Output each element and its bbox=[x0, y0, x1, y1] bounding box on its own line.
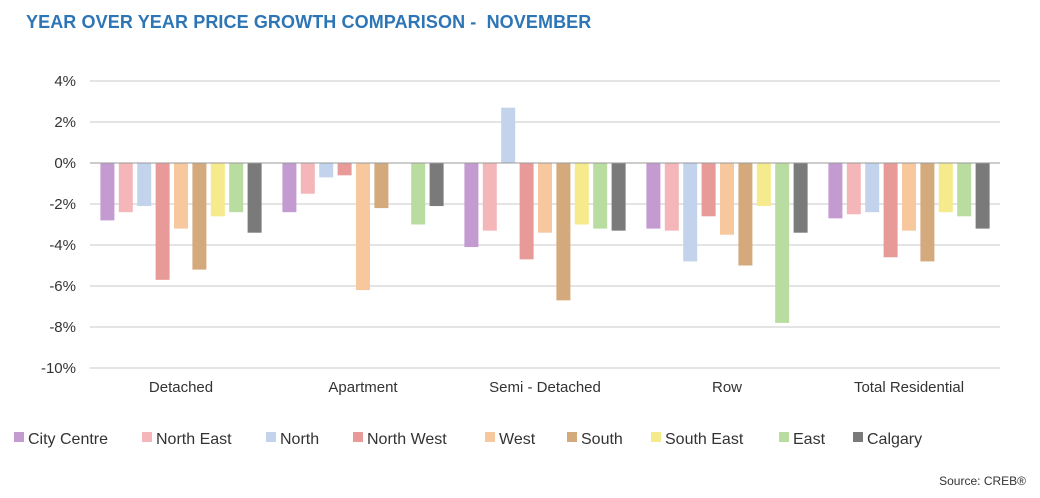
bar bbox=[282, 163, 297, 213]
bar bbox=[975, 163, 990, 229]
bar bbox=[501, 107, 516, 163]
bar bbox=[100, 163, 115, 221]
bar bbox=[556, 163, 571, 301]
bar bbox=[775, 163, 790, 323]
bar bbox=[938, 163, 953, 213]
bar bbox=[337, 163, 352, 176]
bar bbox=[429, 163, 444, 207]
bar bbox=[756, 163, 771, 207]
bar bbox=[192, 163, 207, 270]
y-tick-label: -8% bbox=[49, 319, 76, 336]
legend-label: Calgary bbox=[867, 431, 922, 448]
bar bbox=[793, 163, 808, 233]
bar bbox=[374, 163, 389, 209]
legend-label: West bbox=[499, 431, 536, 448]
bar bbox=[356, 163, 370, 291]
bar bbox=[574, 163, 589, 225]
y-axis-ticks: 4% 2% 0% -2% -4% -6% -8% -10% bbox=[41, 73, 76, 377]
bar bbox=[683, 163, 698, 262]
bar bbox=[229, 163, 244, 213]
legend-label: North bbox=[280, 431, 319, 448]
bar bbox=[538, 163, 552, 233]
bar bbox=[701, 163, 716, 217]
legend-swatch bbox=[567, 432, 577, 442]
bar bbox=[902, 163, 916, 231]
category-label: Row bbox=[712, 379, 742, 396]
y-tick-label: -10% bbox=[41, 360, 76, 377]
bar bbox=[174, 163, 188, 229]
source-note: Source: CREB® bbox=[939, 474, 1026, 488]
legend-swatch bbox=[266, 432, 276, 442]
legend-label: North East bbox=[156, 431, 232, 448]
bar bbox=[738, 163, 753, 266]
legend-swatch bbox=[14, 432, 24, 442]
legend-swatch bbox=[779, 432, 789, 442]
bar bbox=[118, 163, 133, 213]
y-tick-label: -4% bbox=[49, 237, 76, 254]
bar bbox=[210, 163, 225, 217]
legend-swatch bbox=[142, 432, 152, 442]
bar bbox=[720, 163, 734, 235]
legend-swatch bbox=[651, 432, 661, 442]
bar bbox=[664, 163, 679, 231]
bar bbox=[846, 163, 861, 215]
y-tick-label: 2% bbox=[54, 114, 76, 131]
bar bbox=[411, 163, 426, 225]
legend-swatch bbox=[353, 432, 363, 442]
legend-swatch bbox=[485, 432, 495, 442]
y-tick-label: 0% bbox=[54, 155, 76, 172]
bar bbox=[247, 163, 262, 233]
chart-title: YEAR OVER YEAR PRICE GROWTH COMPARISON -… bbox=[26, 12, 592, 32]
bar bbox=[646, 163, 661, 229]
bar bbox=[482, 163, 497, 231]
bar bbox=[920, 163, 935, 262]
y-tick-label: -2% bbox=[49, 196, 76, 213]
legend: City Centre North East North North West West… bbox=[14, 431, 922, 448]
y-tick-label: 4% bbox=[54, 73, 76, 90]
bars bbox=[100, 107, 990, 323]
bar bbox=[828, 163, 843, 219]
bar bbox=[137, 163, 152, 207]
y-tick-label: -6% bbox=[49, 278, 76, 295]
legend-label: East bbox=[793, 431, 826, 448]
legend-label: South East bbox=[665, 431, 744, 448]
bar bbox=[957, 163, 972, 217]
category-labels: Detached Apartment Semi - Detached Row Total… bbox=[149, 379, 964, 396]
bar bbox=[464, 163, 479, 248]
category-label: Total Residential bbox=[854, 379, 964, 396]
legend-label: City Centre bbox=[28, 431, 108, 448]
bar bbox=[319, 163, 334, 178]
category-label: Apartment bbox=[328, 379, 398, 396]
bar bbox=[883, 163, 898, 258]
bar bbox=[519, 163, 534, 260]
legend-label: North West bbox=[367, 431, 447, 448]
bar bbox=[155, 163, 170, 280]
legend-label: South bbox=[581, 431, 623, 448]
bar bbox=[611, 163, 626, 231]
legend-swatch bbox=[853, 432, 863, 442]
bar bbox=[300, 163, 315, 194]
bar bbox=[593, 163, 608, 229]
bar bbox=[865, 163, 880, 213]
category-label: Semi - Detached bbox=[489, 379, 601, 396]
category-label: Detached bbox=[149, 379, 213, 396]
